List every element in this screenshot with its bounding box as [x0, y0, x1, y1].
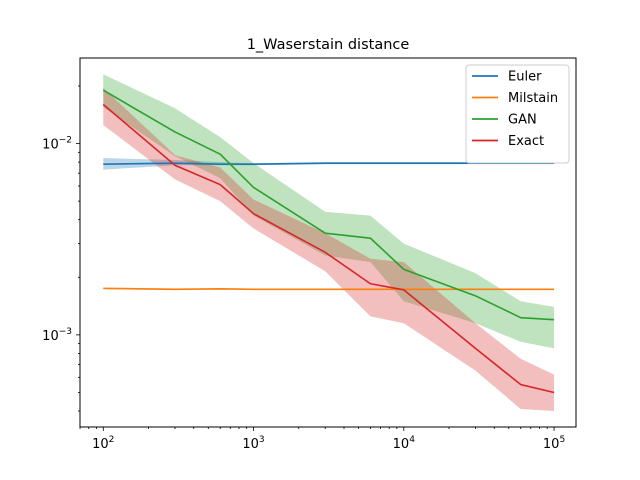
- band-exact: [103, 88, 555, 412]
- chart-title: 1_Waserstain distance: [247, 37, 410, 53]
- band-gan: [103, 74, 555, 349]
- legend-label: Exact: [508, 134, 544, 149]
- x-axis: 102 103 104 105: [79, 427, 565, 452]
- plot-frame: [79, 57, 577, 428]
- x-tick-label: 105: [543, 435, 565, 452]
- x-tick-label: 103: [242, 435, 264, 452]
- legend-label: Euler: [508, 70, 542, 85]
- x-tick-label: 104: [393, 435, 416, 452]
- legend-label: Milstain: [508, 91, 558, 106]
- line-exact: [102, 103, 555, 394]
- legend-label: GAN: [508, 113, 537, 128]
- legend-box: [465, 64, 570, 164]
- y-tick-label: 10−3: [42, 327, 72, 344]
- y-tick-label: 10−2: [42, 136, 72, 153]
- x-tick-label: 102: [92, 435, 114, 452]
- y-axis: 10−3 10−2: [42, 85, 80, 412]
- line-gan: [102, 89, 555, 321]
- legend: Euler Milstain GAN Exact: [465, 64, 570, 164]
- line-milstain: [103, 287, 555, 291]
